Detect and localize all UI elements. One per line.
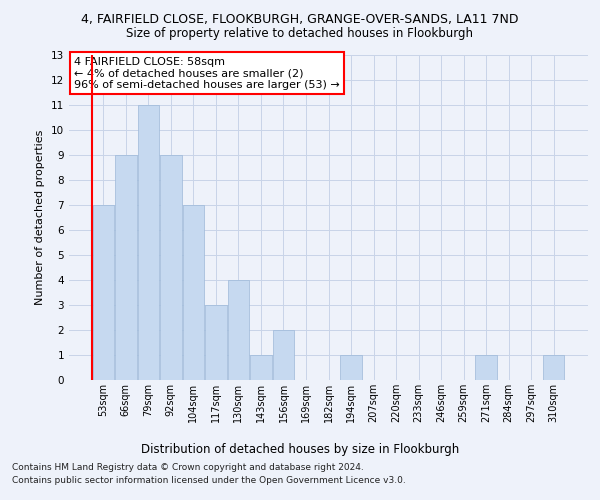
Bar (340, 355, 362, 380)
Bar (92, 205, 114, 380)
Bar (475, 355, 497, 380)
Text: 4 FAIRFIELD CLOSE: 58sqm
← 4% of detached houses are smaller (2)
96% of semi-det: 4 FAIRFIELD CLOSE: 58sqm ← 4% of detache… (74, 56, 340, 90)
Bar (137, 105, 159, 380)
Text: Distribution of detached houses by size in Flookburgh: Distribution of detached houses by size … (141, 442, 459, 456)
Bar (273, 330, 294, 380)
Text: 4, FAIRFIELD CLOSE, FLOOKBURGH, GRANGE-OVER-SANDS, LA11 7ND: 4, FAIRFIELD CLOSE, FLOOKBURGH, GRANGE-O… (81, 12, 519, 26)
Text: Size of property relative to detached houses in Flookburgh: Size of property relative to detached ho… (127, 28, 473, 40)
Bar (543, 355, 565, 380)
Bar (205, 305, 227, 380)
Text: Contains public sector information licensed under the Open Government Licence v3: Contains public sector information licen… (12, 476, 406, 485)
Y-axis label: Number of detached properties: Number of detached properties (35, 130, 46, 305)
Bar (228, 280, 249, 380)
Bar (250, 355, 272, 380)
Bar (182, 205, 204, 380)
Bar (115, 155, 137, 380)
Text: Contains HM Land Registry data © Crown copyright and database right 2024.: Contains HM Land Registry data © Crown c… (12, 462, 364, 471)
Bar (160, 155, 182, 380)
